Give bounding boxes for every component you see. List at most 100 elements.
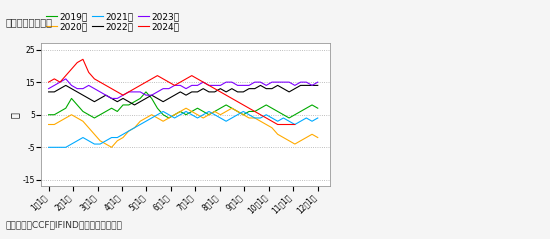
2019年: [148, 97, 155, 100]
2020年: [229, 107, 235, 110]
2019年: [137, 97, 144, 100]
2021年: [263, 113, 270, 116]
Line: 2019年: 2019年: [48, 92, 318, 118]
2019年: [177, 110, 184, 113]
2021年: [292, 123, 298, 126]
2020年: [114, 139, 120, 142]
2020年: [263, 123, 270, 126]
2022年: [292, 87, 298, 90]
2022年: [45, 91, 52, 93]
2024年: [85, 71, 92, 74]
Text: 图：短纤工厂库存: 图：短纤工厂库存: [6, 17, 52, 27]
2020年: [246, 117, 252, 120]
2024年: [45, 81, 52, 84]
2021年: [85, 139, 92, 142]
2024年: [51, 77, 58, 80]
2021年: [211, 113, 218, 116]
2023年: [74, 87, 80, 90]
2019年: [292, 113, 298, 116]
2023年: [108, 97, 115, 100]
2021年: [183, 110, 189, 113]
2022年: [114, 100, 120, 103]
2020年: [160, 120, 167, 123]
2022年: [217, 87, 224, 90]
2022年: [74, 91, 80, 93]
2024年: [171, 84, 178, 87]
2020年: [286, 139, 293, 142]
2022年: [257, 84, 264, 87]
2022年: [183, 94, 189, 97]
2023年: [251, 81, 258, 84]
2024年: [268, 120, 275, 123]
2020年: [194, 113, 201, 116]
2019年: [280, 113, 287, 116]
Line: 2023年: 2023年: [48, 79, 318, 98]
2019年: [154, 107, 161, 110]
2020年: [51, 123, 58, 126]
2024年: [102, 84, 109, 87]
2020年: [154, 117, 161, 120]
2023年: [257, 81, 264, 84]
2020年: [74, 117, 80, 120]
2022年: [223, 91, 229, 93]
2023年: [125, 91, 132, 93]
2020年: [280, 136, 287, 139]
2019年: [303, 107, 310, 110]
2023年: [280, 81, 287, 84]
2021年: [166, 113, 172, 116]
2020年: [120, 136, 127, 139]
2024年: [125, 91, 132, 93]
2023年: [234, 84, 241, 87]
2022年: [154, 97, 161, 100]
2021年: [102, 139, 109, 142]
2021年: [303, 117, 310, 120]
2024年: [280, 123, 287, 126]
2023年: [131, 91, 138, 93]
2024年: [63, 74, 69, 77]
2024年: [217, 91, 224, 93]
2022年: [268, 87, 275, 90]
2023年: [51, 84, 58, 87]
2022年: [229, 87, 235, 90]
2022年: [120, 97, 127, 100]
2022年: [68, 87, 75, 90]
2024年: [240, 103, 246, 106]
2019年: [68, 97, 75, 100]
2020年: [131, 126, 138, 129]
2020年: [268, 126, 275, 129]
2023年: [148, 94, 155, 97]
2019年: [63, 107, 69, 110]
2021年: [234, 113, 241, 116]
2021年: [257, 117, 264, 120]
2024年: [183, 77, 189, 80]
2024年: [131, 87, 138, 90]
2024年: [154, 74, 161, 77]
2023年: [229, 81, 235, 84]
2023年: [211, 84, 218, 87]
2024年: [142, 81, 149, 84]
2022年: [189, 91, 195, 93]
2019年: [257, 107, 264, 110]
2021年: [137, 123, 144, 126]
2023年: [154, 91, 161, 93]
2020年: [142, 117, 149, 120]
Line: 2022年: 2022年: [48, 85, 318, 105]
2021年: [246, 113, 252, 116]
2022年: [286, 91, 293, 93]
2024年: [148, 77, 155, 80]
2024年: [97, 81, 103, 84]
2019年: [171, 113, 178, 116]
2022年: [166, 97, 172, 100]
2023年: [102, 94, 109, 97]
2023年: [309, 84, 315, 87]
2020年: [223, 110, 229, 113]
2022年: [298, 84, 304, 87]
2022年: [200, 87, 206, 90]
2022年: [125, 100, 132, 103]
2020年: [189, 110, 195, 113]
2020年: [217, 113, 224, 116]
2022年: [315, 84, 321, 87]
Line: 2024年: 2024年: [48, 59, 295, 125]
2021年: [51, 146, 58, 149]
2020年: [68, 113, 75, 116]
